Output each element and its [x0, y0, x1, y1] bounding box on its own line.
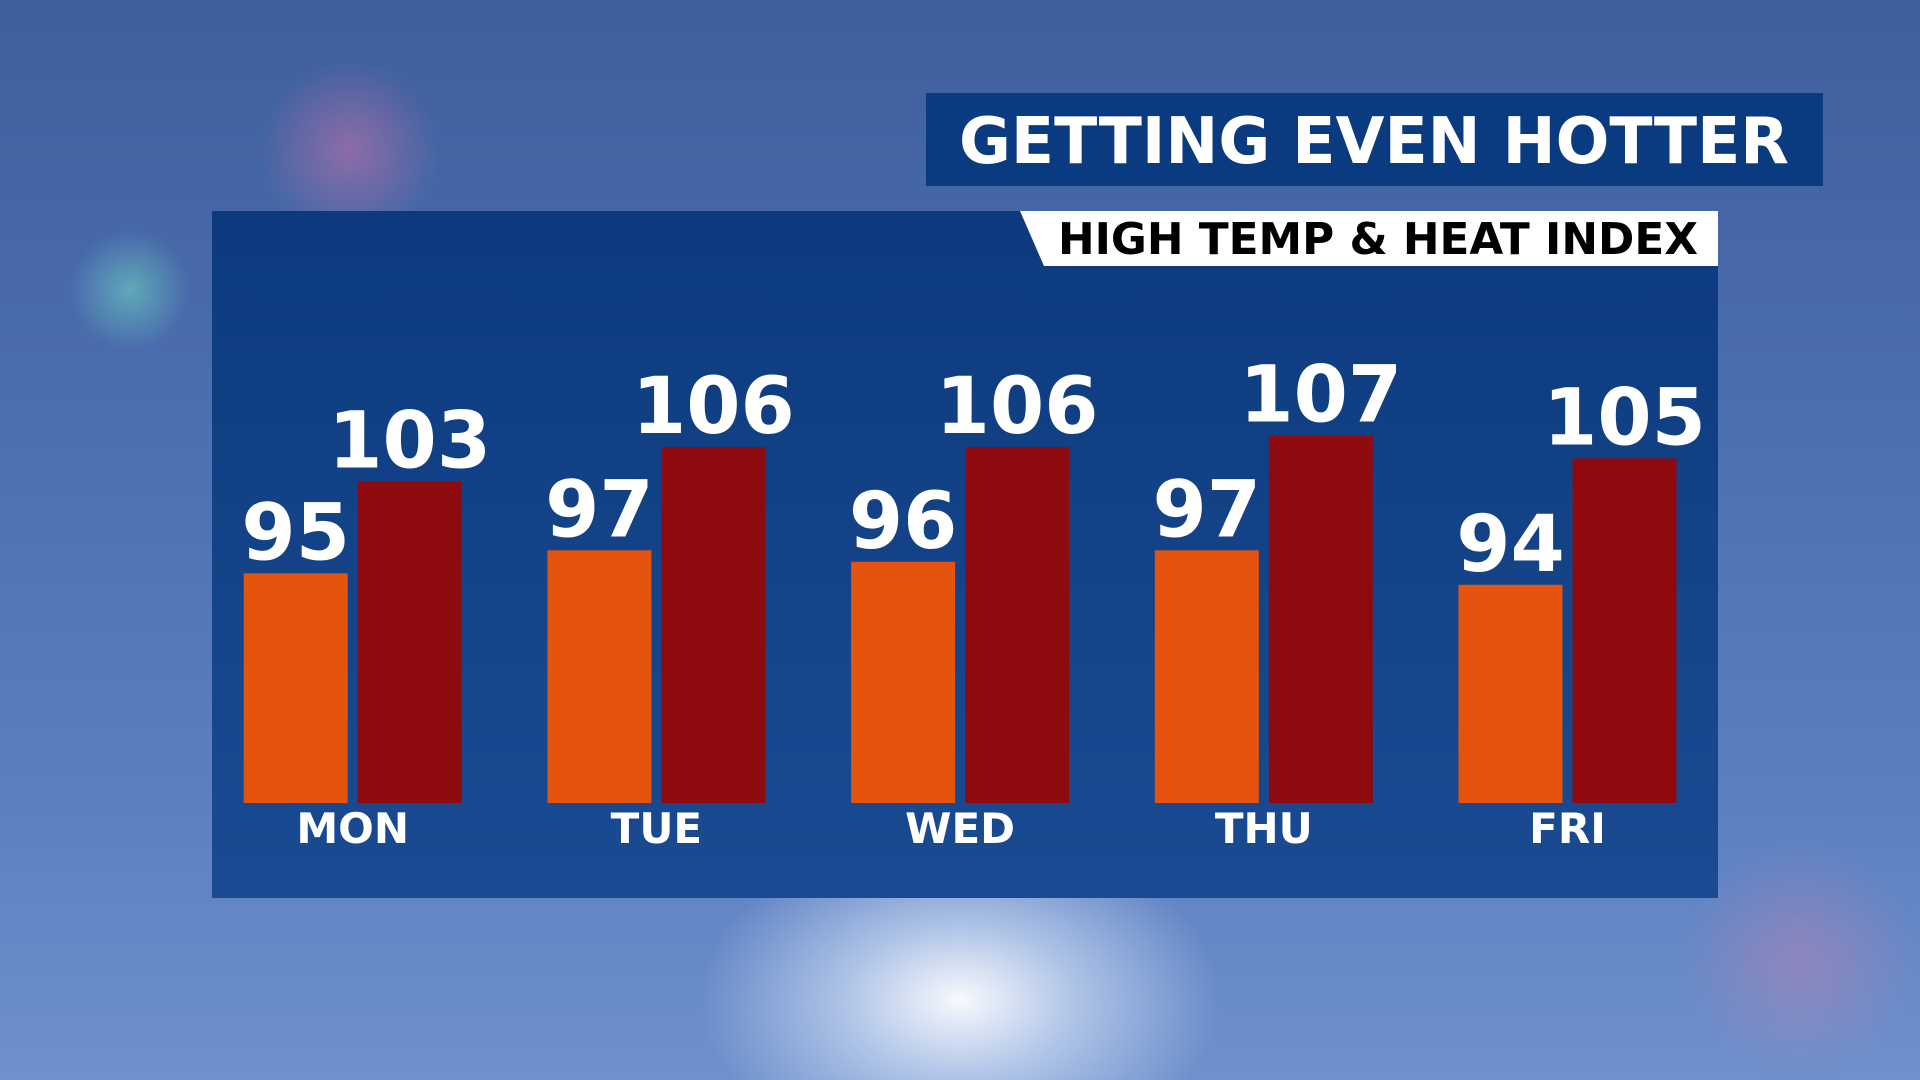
value-label: 95 — [241, 488, 350, 578]
bar — [851, 561, 956, 803]
bar — [243, 573, 348, 803]
value-label: 105 — [1543, 373, 1706, 463]
chart-subtitle: HIGH TEMP & HEAT INDEX — [1058, 214, 1698, 265]
bar — [661, 446, 766, 803]
value-label: 97 — [545, 465, 654, 555]
bar — [547, 550, 652, 803]
value-label: 94 — [1456, 500, 1565, 590]
value-label: 106 — [936, 362, 1099, 452]
value-label: 96 — [849, 477, 958, 567]
bar — [1154, 550, 1259, 803]
bar — [1572, 458, 1677, 803]
title-box — [926, 93, 1823, 186]
value-label: 106 — [632, 362, 795, 452]
x-tick-label: TUE — [611, 804, 702, 853]
value-label: 97 — [1153, 465, 1262, 555]
chart-title: GETTING EVEN HOTTER — [959, 105, 1789, 179]
x-tick-label: MON — [296, 804, 409, 853]
value-label: 107 — [1239, 350, 1402, 440]
bar — [965, 446, 1070, 803]
subtitle-box — [1020, 211, 1718, 266]
value-label: 103 — [328, 396, 491, 486]
x-tick-label: FRI — [1529, 804, 1606, 853]
bar — [1458, 584, 1563, 803]
x-tick-label: WED — [905, 804, 1015, 853]
bar — [357, 481, 462, 803]
x-tick-label: THU — [1215, 804, 1313, 853]
bar — [1268, 435, 1373, 803]
